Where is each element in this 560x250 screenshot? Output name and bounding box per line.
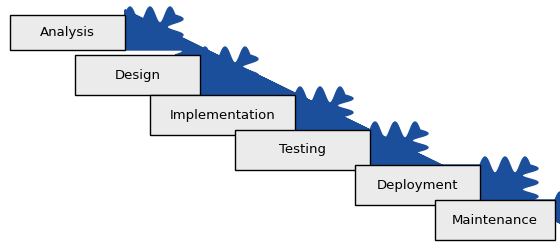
Text: Testing: Testing	[279, 144, 326, 156]
Text: Maintenance: Maintenance	[452, 214, 538, 226]
Bar	[10, 15, 125, 50]
Text: Analysis: Analysis	[40, 26, 95, 39]
Text: Design: Design	[114, 68, 161, 82]
Bar	[435, 200, 555, 240]
Text: Deployment: Deployment	[377, 178, 458, 192]
Text: Implementation: Implementation	[170, 108, 276, 122]
Bar	[235, 130, 370, 170]
Bar	[75, 55, 200, 95]
Bar	[150, 95, 295, 135]
Polygon shape	[125, 7, 560, 245]
Bar	[355, 165, 480, 205]
